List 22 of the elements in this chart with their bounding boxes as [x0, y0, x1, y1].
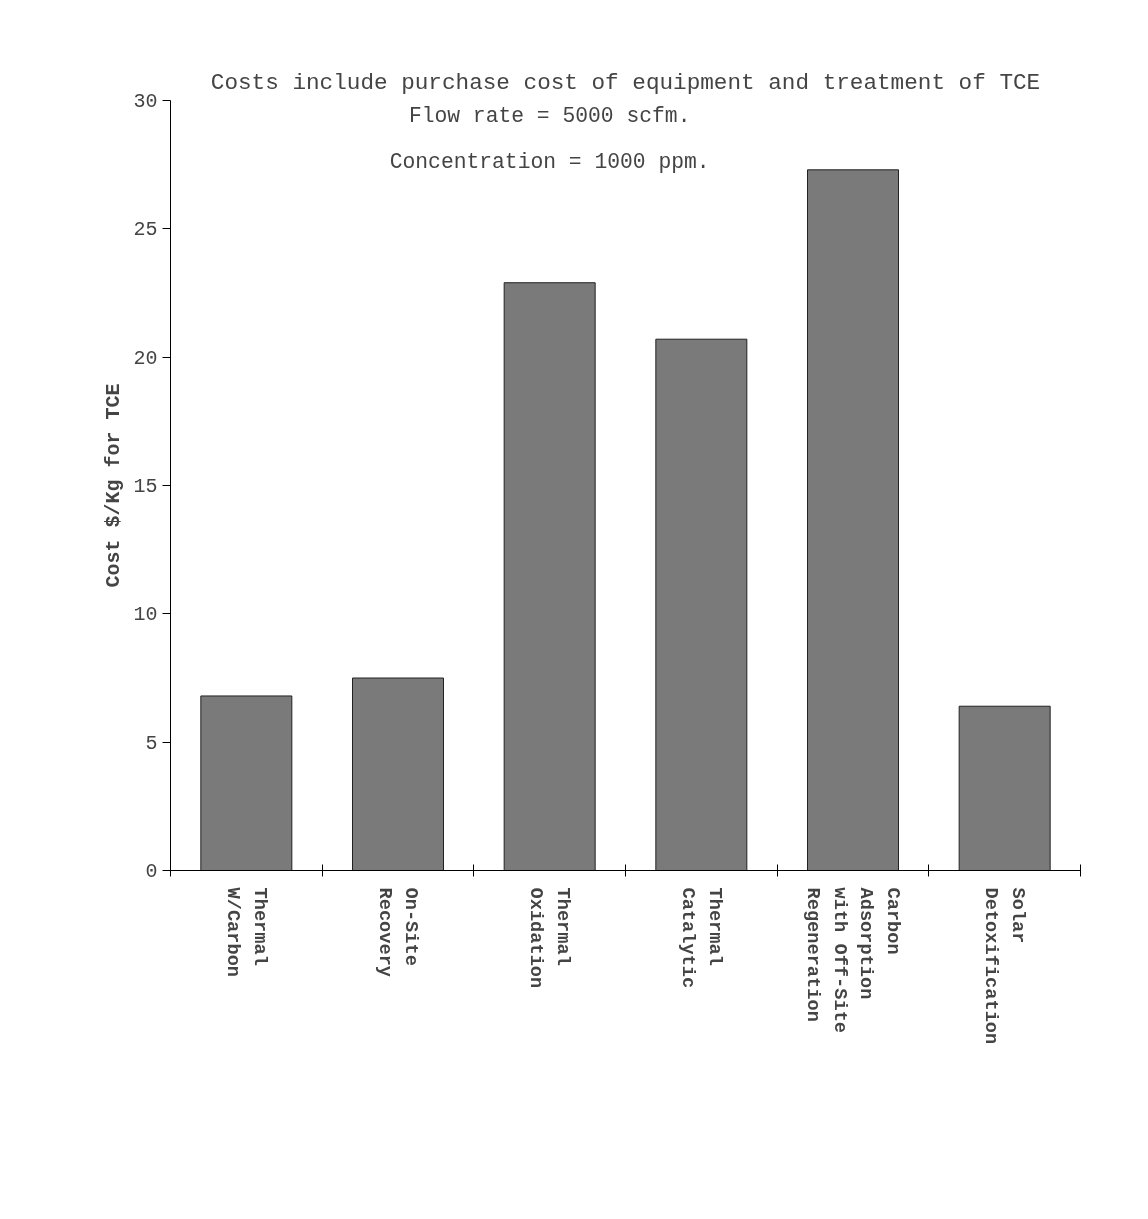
- annotation: Flow rate = 5000 scfm.: [408, 103, 691, 128]
- x-tick-label: Thermal W/Carbon: [222, 887, 271, 978]
- bar: [958, 705, 1051, 871]
- y-tick-label: 25: [133, 218, 158, 242]
- bar: [655, 338, 748, 871]
- y-tick-label: 5: [145, 731, 158, 755]
- y-tick-label: 10: [133, 603, 158, 627]
- bar: [503, 282, 596, 871]
- y-tick-label: 30: [133, 90, 158, 113]
- y-axis-title: Cost $/Kg for TCE: [102, 383, 126, 588]
- bar: [200, 695, 293, 871]
- x-tick-label: Thermal Catalytic: [677, 887, 726, 989]
- x-tick-label: Thermal Oxidation: [525, 887, 574, 989]
- annotation: Concentration = 1000 ppm.: [389, 149, 710, 174]
- x-tick-label: Carbon Adsorption with Off-Site Regeneration: [802, 887, 904, 1034]
- bar: [807, 169, 899, 871]
- y-tick-label: 20: [133, 346, 158, 370]
- x-tick-label: On-Site Recovery: [373, 887, 423, 978]
- bar: [352, 677, 444, 871]
- y-tick-label: 15: [133, 475, 158, 498]
- chart-title: Costs include purchase cost of equipment and treatment of TCE: [210, 69, 1041, 96]
- y-tick-label: 0: [145, 860, 158, 883]
